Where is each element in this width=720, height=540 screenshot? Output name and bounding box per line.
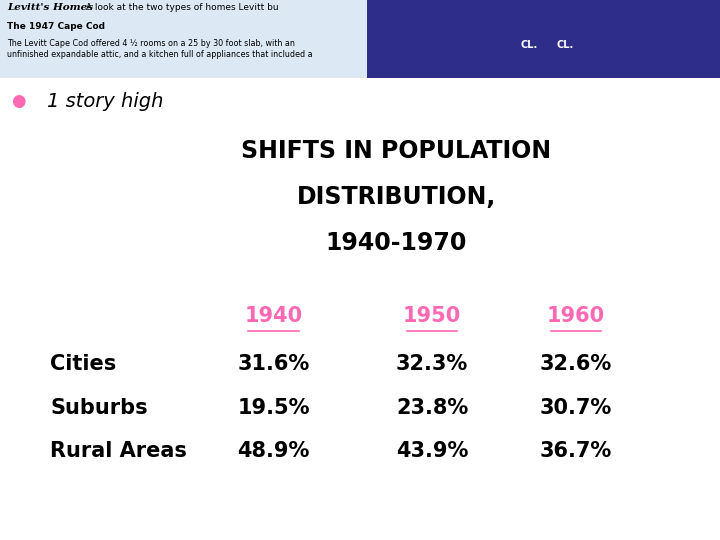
Text: 32.6%: 32.6% — [540, 354, 612, 375]
Text: The 1947 Cape Cod: The 1947 Cape Cod — [7, 22, 105, 31]
Text: 48.9%: 48.9% — [238, 441, 310, 461]
Text: Suburbs: Suburbs — [50, 397, 148, 418]
Text: ●: ● — [11, 92, 25, 110]
Text: 32.3%: 32.3% — [396, 354, 468, 375]
Text: CL.: CL. — [521, 40, 538, 50]
Text: 1950: 1950 — [403, 306, 461, 326]
Text: 36.7%: 36.7% — [540, 441, 612, 461]
Text: A look at the two types of homes Levitt bu: A look at the two types of homes Levitt … — [83, 3, 279, 12]
Text: Cities: Cities — [50, 354, 117, 375]
Text: DISTRIBUTION,: DISTRIBUTION, — [297, 185, 495, 209]
FancyBboxPatch shape — [0, 0, 367, 78]
FancyBboxPatch shape — [367, 0, 720, 78]
Text: 19.5%: 19.5% — [238, 397, 310, 418]
Text: 1960: 1960 — [547, 306, 605, 326]
Text: Rural Areas: Rural Areas — [50, 441, 187, 461]
Text: Levitt's Homes: Levitt's Homes — [7, 3, 94, 12]
Text: 30.7%: 30.7% — [540, 397, 612, 418]
Text: 43.9%: 43.9% — [396, 441, 468, 461]
Text: 31.6%: 31.6% — [238, 354, 310, 375]
Text: 1940: 1940 — [245, 306, 302, 326]
Text: 1940-1970: 1940-1970 — [325, 231, 467, 255]
Text: The Levitt Cape Cod offered 4 ½ rooms on a 25 by 30 foot slab, with an
unfinishe: The Levitt Cape Cod offered 4 ½ rooms on… — [7, 39, 312, 58]
Text: SHIFTS IN POPULATION: SHIFTS IN POPULATION — [241, 139, 551, 163]
Text: 23.8%: 23.8% — [396, 397, 468, 418]
Text: 1 story high: 1 story high — [47, 92, 163, 111]
Text: CL.: CL. — [557, 40, 574, 50]
